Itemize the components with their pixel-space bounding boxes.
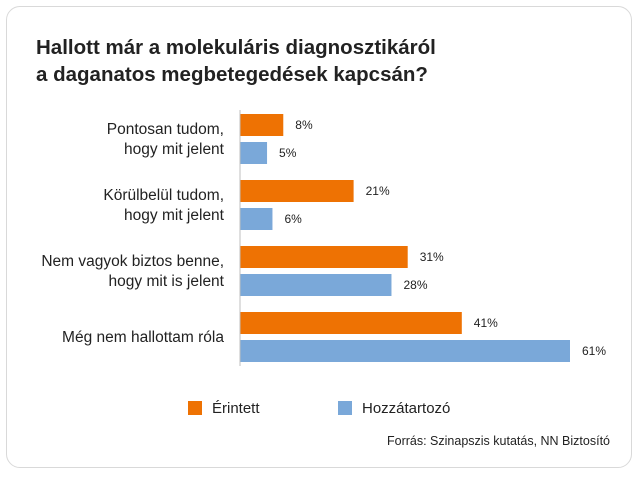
bar-erintett-4	[240, 312, 462, 334]
bar-erintett-1	[240, 114, 284, 136]
value-label-hozzatartozo-4: 61%	[582, 344, 606, 358]
chart-title-line-1: Hallott már a molekuláris diagnosztikáró…	[36, 36, 436, 59]
bar-hozzatartozo-4	[240, 340, 570, 362]
legend-swatch-hozzatartozo	[338, 401, 352, 415]
chart-title-line-2: a daganatos megbetegedések kapcsán?	[36, 63, 428, 86]
source-note: Forrás: Szinapszis kutatás, NN Biztosító	[387, 434, 610, 448]
legend-label-erintett: Érintett	[212, 399, 260, 417]
value-label-erintett-1: 8%	[295, 118, 313, 132]
category-label-1: Pontosan tudom, hogy mit jelent	[107, 121, 225, 158]
value-label-erintett-4: 41%	[474, 316, 498, 330]
category-label-2: Körülbelül tudom, hogy mit jelent	[103, 187, 224, 224]
category-label-3: Nem vagyok biztos benne, hogy mit is jele…	[41, 253, 224, 290]
chart-title: Hallott már a molekuláris diagnosztikáró…	[36, 34, 596, 88]
bar-hozzatartozo-3	[240, 274, 392, 296]
bar-hozzatartozo-1	[240, 142, 268, 164]
bar-erintett-3	[240, 246, 408, 268]
value-label-hozzatartozo-1: 5%	[279, 146, 297, 160]
legend-label-hozzatartozo: Hozzátartozó	[362, 399, 451, 417]
value-label-hozzatartozo-3: 28%	[403, 278, 427, 292]
value-label-hozzatartozo-2: 6%	[284, 212, 302, 226]
value-label-erintett-3: 31%	[420, 250, 444, 264]
value-label-erintett-2: 21%	[366, 184, 390, 198]
category-label-4: Még nem hallottam róla	[62, 329, 224, 346]
legend-item-erintett: Érintett	[188, 398, 260, 418]
legend-swatch-erintett	[188, 401, 202, 415]
legend-item-hozzatartozo: Hozzátartozó	[338, 398, 450, 418]
bar-erintett-2	[240, 180, 354, 202]
bar-hozzatartozo-2	[240, 208, 273, 230]
chart-frame	[6, 6, 632, 468]
